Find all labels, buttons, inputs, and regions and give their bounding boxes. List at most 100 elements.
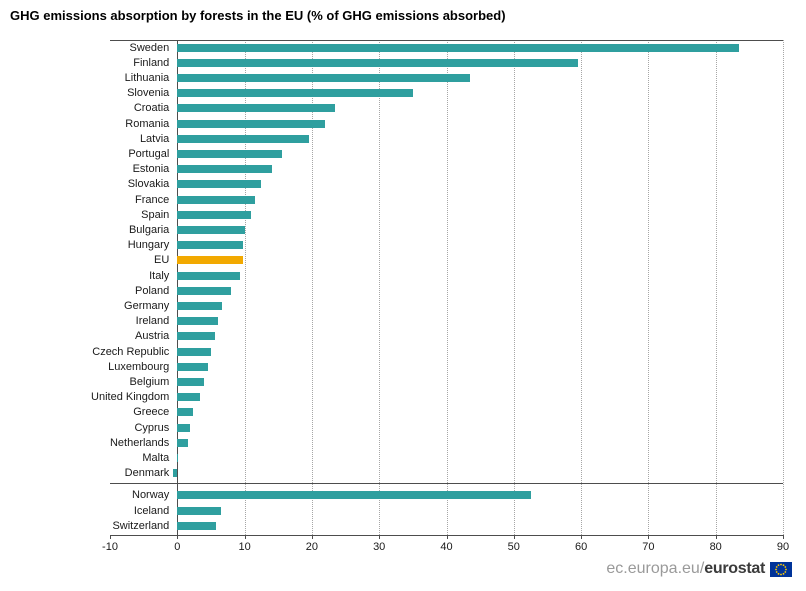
x-tick-label: 60	[574, 541, 588, 554]
bar	[177, 256, 243, 265]
bar	[177, 302, 223, 310]
x-tick-label: 90	[776, 541, 790, 554]
x-tick-mark	[716, 535, 717, 540]
bar	[173, 469, 178, 478]
bar	[177, 521, 217, 530]
x-tick-label: -10	[102, 541, 118, 554]
category-label: Austria	[135, 330, 170, 343]
bar	[177, 226, 245, 234]
bar	[177, 423, 191, 432]
x-tick-label: 50	[507, 541, 520, 554]
bar	[177, 58, 578, 67]
x-tick-mark	[245, 535, 246, 540]
category-label: Slovenia	[127, 87, 170, 100]
category-label: Estonia	[132, 163, 170, 176]
category-label: Malta	[142, 451, 170, 464]
bar	[177, 347, 211, 356]
category-label: Slovakia	[127, 178, 170, 191]
category-label: Portugal	[128, 147, 170, 160]
gridline	[311, 40, 313, 536]
x-tick-label: 80	[709, 541, 722, 554]
bar	[177, 393, 200, 402]
x-tick-label: 70	[642, 541, 655, 554]
bar	[177, 74, 471, 82]
gridline	[715, 40, 717, 536]
bar	[177, 438, 189, 447]
category-label: Hungary	[127, 239, 170, 252]
category-label: Croatia	[133, 102, 170, 115]
category-label: Poland	[135, 284, 170, 297]
eu-flag-icon	[770, 561, 792, 577]
bar	[177, 362, 209, 371]
category-label: Germany	[124, 299, 170, 312]
category-label: Ireland	[135, 315, 170, 328]
bar	[177, 454, 179, 462]
logo-url-prefix: ec.europa.eu/	[606, 560, 705, 577]
logo-brand: eurostat	[704, 560, 765, 577]
category-label: Denmark	[124, 467, 170, 480]
category-label: United Kingdom	[91, 391, 170, 404]
category-label: Greece	[133, 406, 170, 419]
category-label: France	[135, 193, 170, 206]
category-label: Bulgaria	[128, 223, 170, 236]
bar	[177, 134, 309, 143]
bar	[177, 378, 205, 386]
bar	[177, 195, 255, 204]
gridline	[648, 40, 650, 536]
bar	[177, 89, 413, 98]
bar	[177, 119, 326, 128]
category-label: Czech Republic	[92, 345, 170, 358]
bar	[177, 286, 232, 295]
bar	[177, 104, 336, 113]
x-tick-mark	[783, 535, 784, 540]
bar	[177, 271, 240, 280]
x-tick-mark	[177, 535, 178, 540]
bar	[177, 180, 262, 189]
category-label: Italy	[149, 269, 170, 282]
x-tick-label: 10	[238, 541, 251, 554]
bar	[177, 506, 222, 515]
category-label: Spain	[141, 208, 170, 221]
category-label: Switzerland	[112, 519, 170, 532]
x-tick-label: 40	[440, 541, 453, 554]
x-tick-mark	[514, 535, 515, 540]
bar	[177, 317, 219, 326]
gridline	[513, 40, 515, 536]
bar	[177, 165, 272, 174]
logo-text: ec.europa.eu/eurostat	[606, 560, 765, 578]
category-label: Latvia	[139, 132, 170, 145]
bar	[177, 491, 531, 500]
gridline	[379, 40, 381, 536]
category-label: Finland	[133, 56, 170, 69]
category-label: EU	[154, 254, 170, 267]
bar	[177, 43, 740, 52]
category-label: Iceland	[133, 504, 170, 517]
bar	[177, 210, 252, 219]
category-label: Romania	[125, 117, 170, 130]
x-tick-label: 30	[373, 541, 386, 554]
gridline	[581, 40, 583, 536]
gridline	[244, 40, 246, 536]
plot-top-border	[110, 40, 783, 41]
bar	[177, 241, 244, 250]
category-label: Belgium	[129, 375, 170, 388]
x-tick-label: 20	[305, 541, 319, 554]
group-separator-line	[110, 482, 783, 484]
x-tick-mark	[110, 535, 111, 540]
bar	[177, 408, 194, 417]
x-tick-mark	[581, 535, 582, 540]
x-tick-mark	[312, 535, 313, 540]
category-label: Cyprus	[134, 421, 170, 434]
gridline	[446, 40, 448, 536]
category-label: Sweden	[129, 41, 170, 54]
gridline	[783, 40, 784, 536]
eurostat-logo: ec.europa.eu/eurostat	[606, 560, 792, 578]
chart-title: GHG emissions absorption by forests in t…	[10, 8, 506, 23]
bar	[177, 332, 215, 341]
category-label: Norway	[132, 489, 170, 502]
category-label: Netherlands	[109, 436, 170, 449]
category-label: Luxembourg	[108, 360, 170, 373]
x-tick-label: 0	[174, 541, 181, 554]
